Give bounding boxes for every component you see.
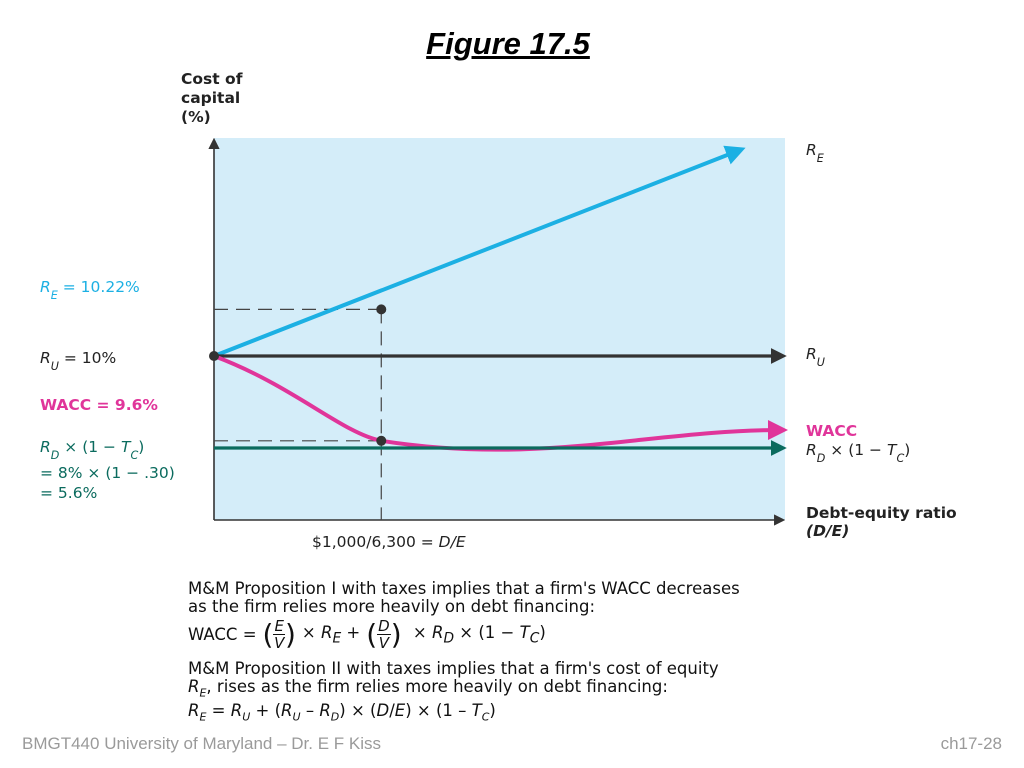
y-axis-label-line: Cost of: [181, 70, 243, 88]
re-marker-point: [376, 304, 387, 315]
wacc-formula-term-1: × RE +: [301, 622, 361, 647]
proposition-2-formula: RE = RU + (RU – RD) × (D/E) × (1 – TC): [188, 701, 496, 724]
plot-area: [214, 138, 785, 520]
x-marker-label: $1,000/6,300 = D/E: [312, 533, 466, 551]
wacc-formula-term-2: × RD × (1 − TC): [407, 622, 546, 647]
proposition-1-line-1: M&M Proposition I with taxes implies tha…: [188, 579, 740, 598]
left-label-rd: RD × (1 − TC): [40, 438, 144, 462]
proposition-1-text: M&M Proposition I with taxes implies tha…: [188, 580, 740, 616]
footer-course: BMGT440 University of Maryland – Dr. E F…: [22, 734, 381, 753]
right-label-wacc: WACC: [806, 422, 857, 440]
wacc-formula: WACC = (E V) × RE + (D V) × RD × (1 − TC): [188, 618, 546, 651]
slide-title: Figure 17.5: [426, 26, 590, 61]
wacc-marker-point: [376, 435, 387, 446]
equity-weight-fraction: (E V): [262, 617, 296, 652]
right-label-ru: RU: [806, 345, 825, 369]
left-label-re: RE = 10.22%: [40, 278, 140, 302]
footer-page-number: ch17-28: [940, 734, 1002, 753]
x-axis-label-line: Debt-equity ratio: [806, 504, 957, 522]
origin-point: [209, 351, 219, 361]
y-axis-label-line: capital: [181, 89, 240, 107]
left-label-rd-line-3: = 5.6%: [40, 484, 97, 502]
proposition-2-line-1: M&M Proposition II with taxes implies th…: [188, 659, 719, 678]
y-axis-label-line: (%): [181, 108, 211, 126]
x-axis-label-line: (D/E): [806, 522, 849, 540]
proposition-1-line-2: as the firm relies more heavily on debt …: [188, 597, 596, 616]
debt-weight-fraction: (D V): [366, 617, 402, 652]
left-label-rd-line-2: = 8% × (1 − .30): [40, 464, 175, 482]
right-label-re: RE: [806, 141, 825, 165]
proposition-2-line-2: RE, rises as the firm relies more heavil…: [188, 677, 668, 700]
wacc-formula-prefix: WACC =: [188, 625, 257, 644]
left-label-wacc: WACC = 9.6%: [40, 396, 158, 414]
left-label-ru: RU = 10%: [40, 349, 116, 373]
series-re-line: [213, 145, 746, 358]
proposition-2-text: M&M Proposition II with taxes implies th…: [188, 660, 719, 727]
right-label-rd: RD × (1 − TC): [806, 441, 910, 465]
